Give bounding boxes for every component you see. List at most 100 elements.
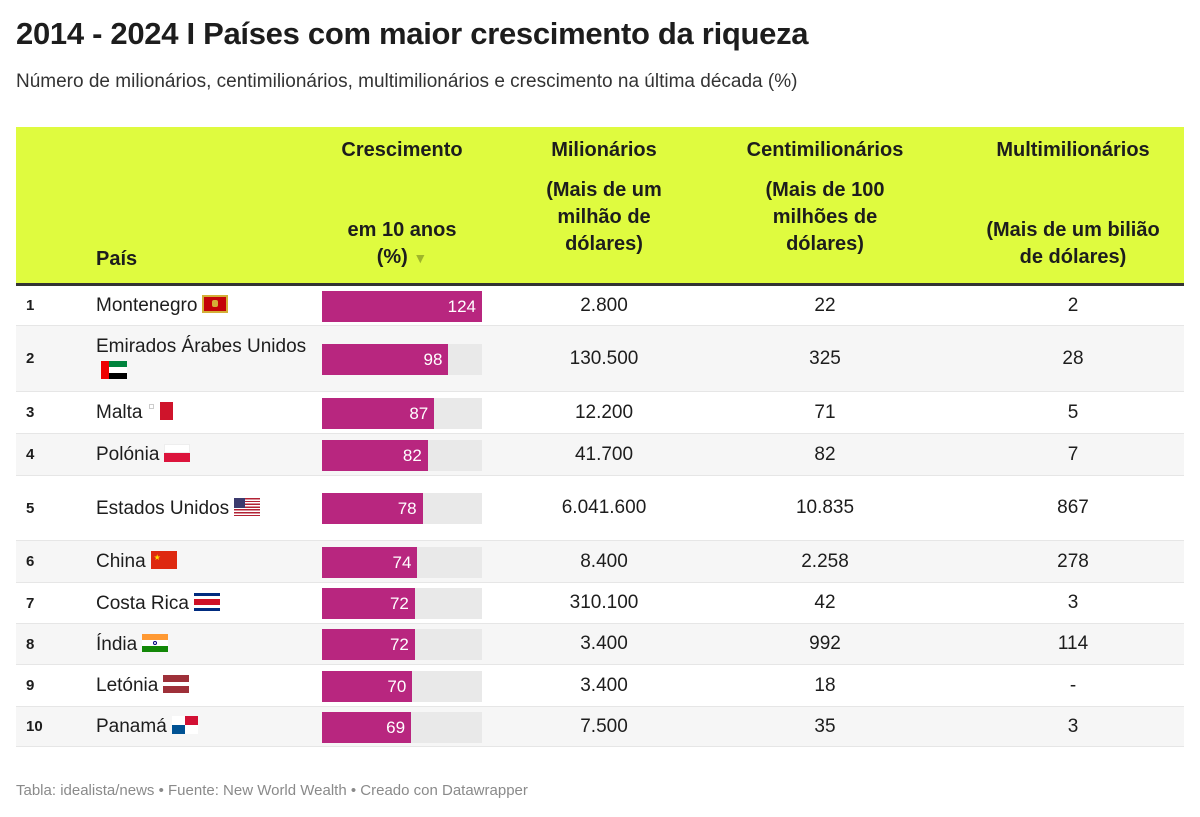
growth-bar: 124 — [322, 290, 482, 322]
milionarios-value: 6.041.600 — [561, 497, 647, 518]
centimilionarios-value: 35 — [814, 715, 836, 737]
growth-value: 69 — [386, 717, 406, 737]
rank: 5 — [26, 499, 35, 517]
page-title: 2014 - 2024 I Países com maior crescimen… — [16, 16, 809, 51]
growth-bar: 98 — [322, 343, 449, 375]
header-line: (Mais de 100 — [765, 179, 885, 201]
flag-malta-icon — [147, 402, 174, 420]
country-name: Montenegro — [96, 295, 198, 316]
growth-value: 87 — [409, 403, 429, 423]
growth-bar: 74 — [322, 546, 418, 578]
growth-value: 74 — [392, 552, 412, 572]
growth-bar: 72 — [322, 588, 415, 619]
country-cell: China ★ — [96, 549, 316, 574]
growth-bar: 82 — [322, 439, 428, 471]
multimilionarios-value: 5 — [1067, 401, 1079, 423]
table-row: 4 Polónia 82 41.700 82 7 — [16, 434, 1184, 476]
header-line: de dólares) — [1019, 246, 1127, 268]
centimilionarios-value: 22 — [814, 294, 836, 316]
growth-value: 78 — [397, 499, 417, 518]
footer-credits: Tabla: idealista/news • Fuente: New Worl… — [16, 782, 528, 799]
flag-latvia-icon — [163, 675, 190, 693]
multimilionarios-value: 3 — [1067, 592, 1079, 613]
header-centimilionarios[interactable]: Centimilionários (Mais de 100 milhões de… — [725, 137, 925, 258]
data-table: País Crescimento em 10 anos (%) ▼ Milion… — [16, 127, 1184, 747]
growth-bar-track: 72 — [322, 588, 482, 619]
page-subtitle: Número de milionários, centimilionários,… — [16, 71, 798, 92]
header-line: milhões de — [772, 206, 878, 228]
country-name: Índia — [96, 633, 138, 655]
centimilionarios-value: 71 — [814, 401, 836, 423]
growth-bar: 70 — [322, 670, 413, 702]
flag-poland-icon — [164, 444, 191, 462]
multimilionarios-value: 114 — [1057, 633, 1089, 654]
growth-value: 72 — [389, 635, 409, 654]
header-line: dólares) — [565, 233, 643, 255]
table-row: 8 Índia 72 3.400 992 114 — [16, 624, 1184, 665]
country-cell: Índia — [96, 632, 316, 657]
growth-bar: 87 — [322, 397, 435, 429]
header-line: dólares) — [786, 233, 864, 255]
centimilionarios-value: 2.258 — [801, 550, 849, 572]
flag-uae-icon — [101, 360, 127, 379]
multimilionarios-value: 278 — [1057, 550, 1089, 572]
header-line: em 10 anos — [347, 219, 457, 241]
header-line: (%) — [376, 246, 414, 268]
multimilionarios-value: - — [1069, 674, 1077, 696]
table-row: 1 Montenegro 124 2.800 22 2 — [16, 286, 1184, 326]
growth-bar-track: 69 — [322, 711, 482, 743]
milionarios-value: 130.500 — [569, 347, 639, 369]
growth-bar-track: 72 — [322, 629, 482, 660]
rank: 4 — [26, 446, 35, 463]
growth-value: 98 — [423, 349, 443, 369]
centimilionarios-value: 42 — [814, 592, 836, 613]
growth-bar: 72 — [322, 629, 415, 660]
header-line: (Mais de um bilião — [986, 219, 1160, 241]
flag-usa-icon — [234, 497, 261, 516]
country-name: Malta — [96, 402, 143, 423]
flag-panama-icon — [171, 716, 198, 734]
table-header: País Crescimento em 10 anos (%) ▼ Milion… — [16, 127, 1184, 286]
header-line: Multimilionários — [996, 139, 1150, 161]
table-row: 6 China ★ 74 8.400 2.258 278 — [16, 541, 1184, 583]
header-line: Centimilionários — [746, 139, 904, 161]
multimilionarios-value: 3 — [1067, 715, 1079, 737]
table-row: 2 Emirados Árabes Unidos 98 130.500 325 … — [16, 326, 1184, 392]
milionarios-value: 3.400 — [580, 674, 628, 696]
centimilionarios-value: 325 — [809, 347, 841, 369]
growth-bar: 78 — [322, 493, 423, 524]
sort-desc-icon: ▼ — [413, 250, 428, 266]
country-name: Costa Rica — [96, 592, 189, 614]
header-multimilionarios[interactable]: Multimilionários (Mais de um bilião de d… — [963, 137, 1183, 271]
country-name: Estados Unidos — [96, 497, 230, 519]
growth-bar-track: 87 — [322, 397, 482, 429]
country-name: Emirados Árabes Unidos — [96, 335, 307, 357]
header-crescimento[interactable]: Crescimento em 10 anos (%) ▼ — [302, 137, 502, 272]
growth-bar-track: 70 — [322, 670, 482, 702]
country-cell: Costa Rica — [96, 591, 316, 616]
rank: 1 — [26, 297, 35, 314]
milionarios-value: 7.500 — [580, 715, 628, 737]
flag-india-icon — [142, 633, 169, 652]
header-line: milhão de — [557, 206, 651, 228]
country-cell: Panamá — [96, 714, 316, 739]
table-row: 10 Panamá 69 7.500 35 3 — [16, 707, 1184, 747]
country-name: Panamá — [96, 716, 167, 737]
rank: 6 — [26, 553, 35, 570]
multimilionarios-value: 28 — [1062, 347, 1084, 369]
rank: 9 — [26, 677, 35, 694]
country-name: Polónia — [96, 444, 160, 465]
header-pais[interactable]: País — [96, 248, 138, 270]
rank: 3 — [26, 404, 35, 421]
growth-bar-track: 98 — [322, 343, 482, 375]
table-row: 3 Malta 87 12.200 71 5 — [16, 392, 1184, 434]
rank: 8 — [26, 635, 35, 653]
header-milionarios[interactable]: Milionários (Mais de um milhão de dólare… — [504, 137, 704, 258]
rank: 2 — [26, 350, 35, 367]
table-row: 7 Costa Rica 72 310.100 42 3 — [16, 583, 1184, 624]
rank: 10 — [26, 718, 43, 735]
flag-china-icon: ★ — [150, 551, 177, 569]
growth-bar-track: 74 — [322, 546, 482, 578]
centimilionarios-value: 82 — [814, 443, 836, 465]
